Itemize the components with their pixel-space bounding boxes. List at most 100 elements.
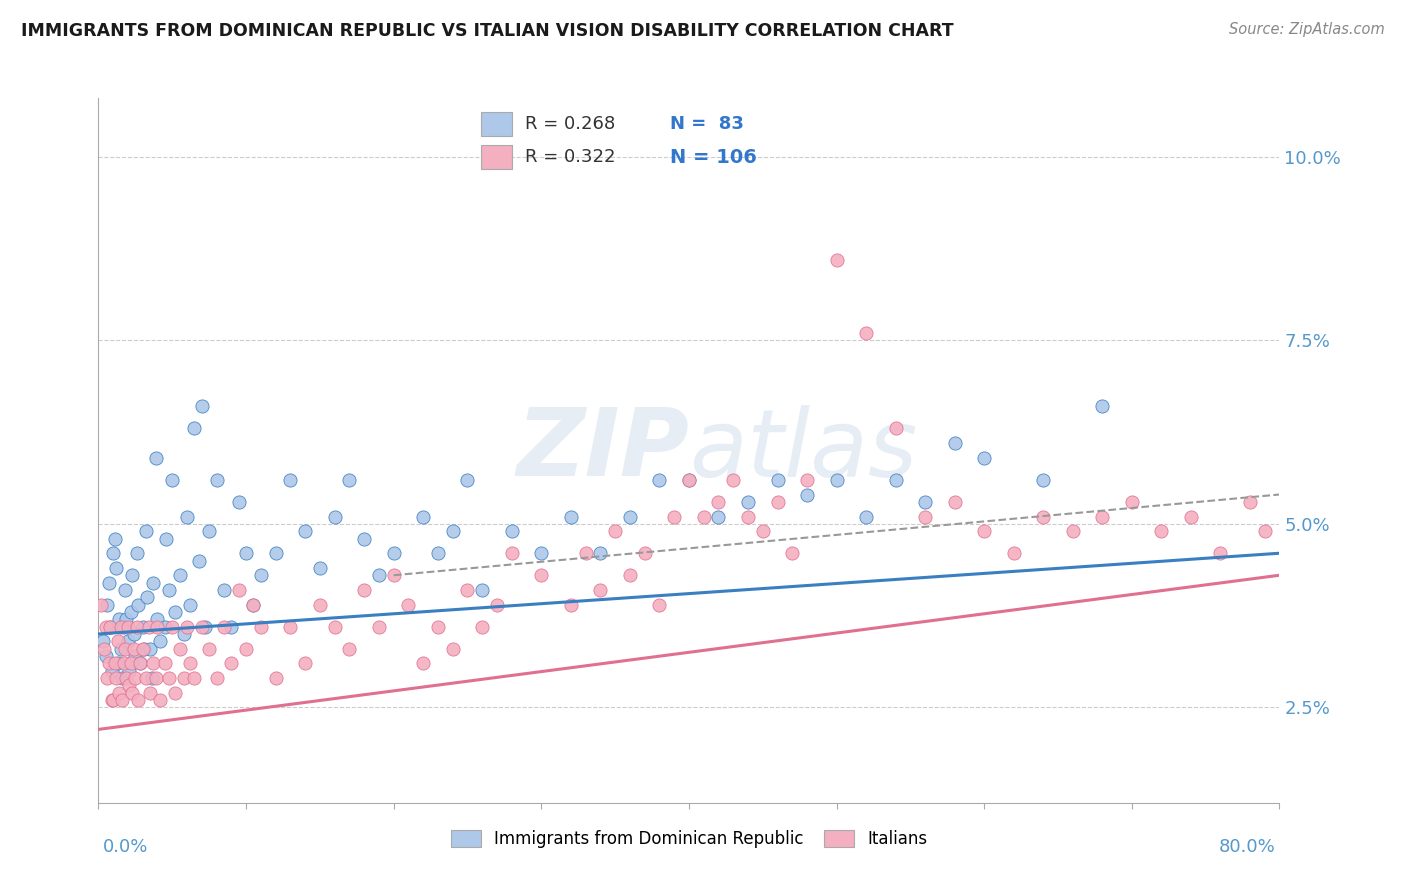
- Point: [1091, 509, 1114, 524]
- Point: [737, 495, 759, 509]
- Point: [105, 671, 128, 685]
- Point: [664, 509, 686, 524]
- Point: [198, 641, 221, 656]
- Point: [115, 671, 138, 685]
- Point: [183, 421, 205, 435]
- Point: [128, 657, 150, 671]
- Point: [179, 657, 201, 671]
- Point: [142, 657, 165, 671]
- Point: [530, 568, 553, 582]
- Point: [368, 619, 391, 633]
- Point: [353, 582, 375, 597]
- Point: [678, 473, 700, 487]
- Point: [250, 568, 273, 582]
- Point: [530, 546, 553, 560]
- Point: [619, 509, 641, 524]
- Point: [135, 671, 157, 685]
- Text: N = 106: N = 106: [671, 148, 758, 167]
- Point: [339, 473, 361, 487]
- Point: [122, 641, 145, 656]
- Point: [124, 648, 146, 663]
- Point: [884, 421, 907, 435]
- Point: [501, 524, 523, 539]
- Point: [103, 546, 125, 560]
- Point: [707, 495, 730, 509]
- Text: 0.0%: 0.0%: [103, 838, 148, 855]
- Point: [94, 648, 117, 663]
- Bar: [481, 112, 512, 136]
- Point: [560, 598, 582, 612]
- Point: [149, 693, 172, 707]
- Point: [1254, 524, 1277, 539]
- Point: [280, 619, 302, 633]
- Point: [825, 473, 848, 487]
- Point: [766, 495, 789, 509]
- Point: [398, 598, 420, 612]
- Point: [1121, 495, 1143, 509]
- Point: [427, 619, 450, 633]
- Point: [198, 524, 221, 539]
- Point: [914, 509, 936, 524]
- Point: [280, 473, 302, 487]
- Point: [138, 619, 160, 633]
- Point: [855, 509, 877, 524]
- Point: [118, 664, 141, 678]
- Point: [111, 693, 134, 707]
- Point: [125, 619, 148, 633]
- Point: [323, 619, 346, 633]
- Point: [153, 619, 176, 633]
- Point: [457, 582, 479, 597]
- Bar: [481, 145, 512, 169]
- Point: [157, 671, 180, 685]
- Point: [1180, 509, 1202, 524]
- Point: [412, 509, 434, 524]
- Point: [294, 524, 316, 539]
- Point: [648, 598, 671, 612]
- Point: [323, 509, 346, 524]
- Point: [228, 582, 250, 597]
- Point: [104, 532, 127, 546]
- Point: [678, 473, 700, 487]
- Point: [619, 568, 641, 582]
- Point: [294, 657, 316, 671]
- Point: [212, 619, 235, 633]
- Text: ZIP: ZIP: [516, 404, 689, 497]
- Point: [112, 619, 135, 633]
- Point: [155, 532, 177, 546]
- Point: [111, 671, 134, 685]
- Point: [169, 568, 191, 582]
- Point: [441, 641, 464, 656]
- Text: R = 0.268: R = 0.268: [524, 115, 614, 133]
- Point: [169, 641, 191, 656]
- Point: [221, 657, 243, 671]
- Point: [114, 641, 136, 656]
- Point: [825, 252, 848, 267]
- Point: [723, 473, 745, 487]
- Point: [943, 495, 966, 509]
- Point: [103, 693, 125, 707]
- Point: [309, 561, 332, 575]
- Point: [1091, 400, 1114, 414]
- Point: [165, 686, 187, 700]
- Point: [120, 657, 142, 671]
- Point: [235, 641, 257, 656]
- Point: [125, 546, 148, 560]
- Point: [471, 619, 494, 633]
- Point: [127, 598, 149, 612]
- Point: [221, 619, 243, 633]
- Point: [205, 473, 228, 487]
- Point: [183, 671, 205, 685]
- Text: N =  83: N = 83: [671, 115, 744, 133]
- Point: [486, 598, 509, 612]
- Text: atlas: atlas: [689, 405, 917, 496]
- Point: [309, 598, 332, 612]
- Point: [107, 657, 129, 671]
- Point: [560, 509, 582, 524]
- Point: [1209, 546, 1232, 560]
- Point: [176, 619, 198, 633]
- Legend: Immigrants from Dominican Republic, Italians: Immigrants from Dominican Republic, Ital…: [444, 822, 934, 855]
- Point: [796, 473, 818, 487]
- Point: [589, 546, 612, 560]
- Point: [134, 641, 156, 656]
- Point: [142, 575, 165, 590]
